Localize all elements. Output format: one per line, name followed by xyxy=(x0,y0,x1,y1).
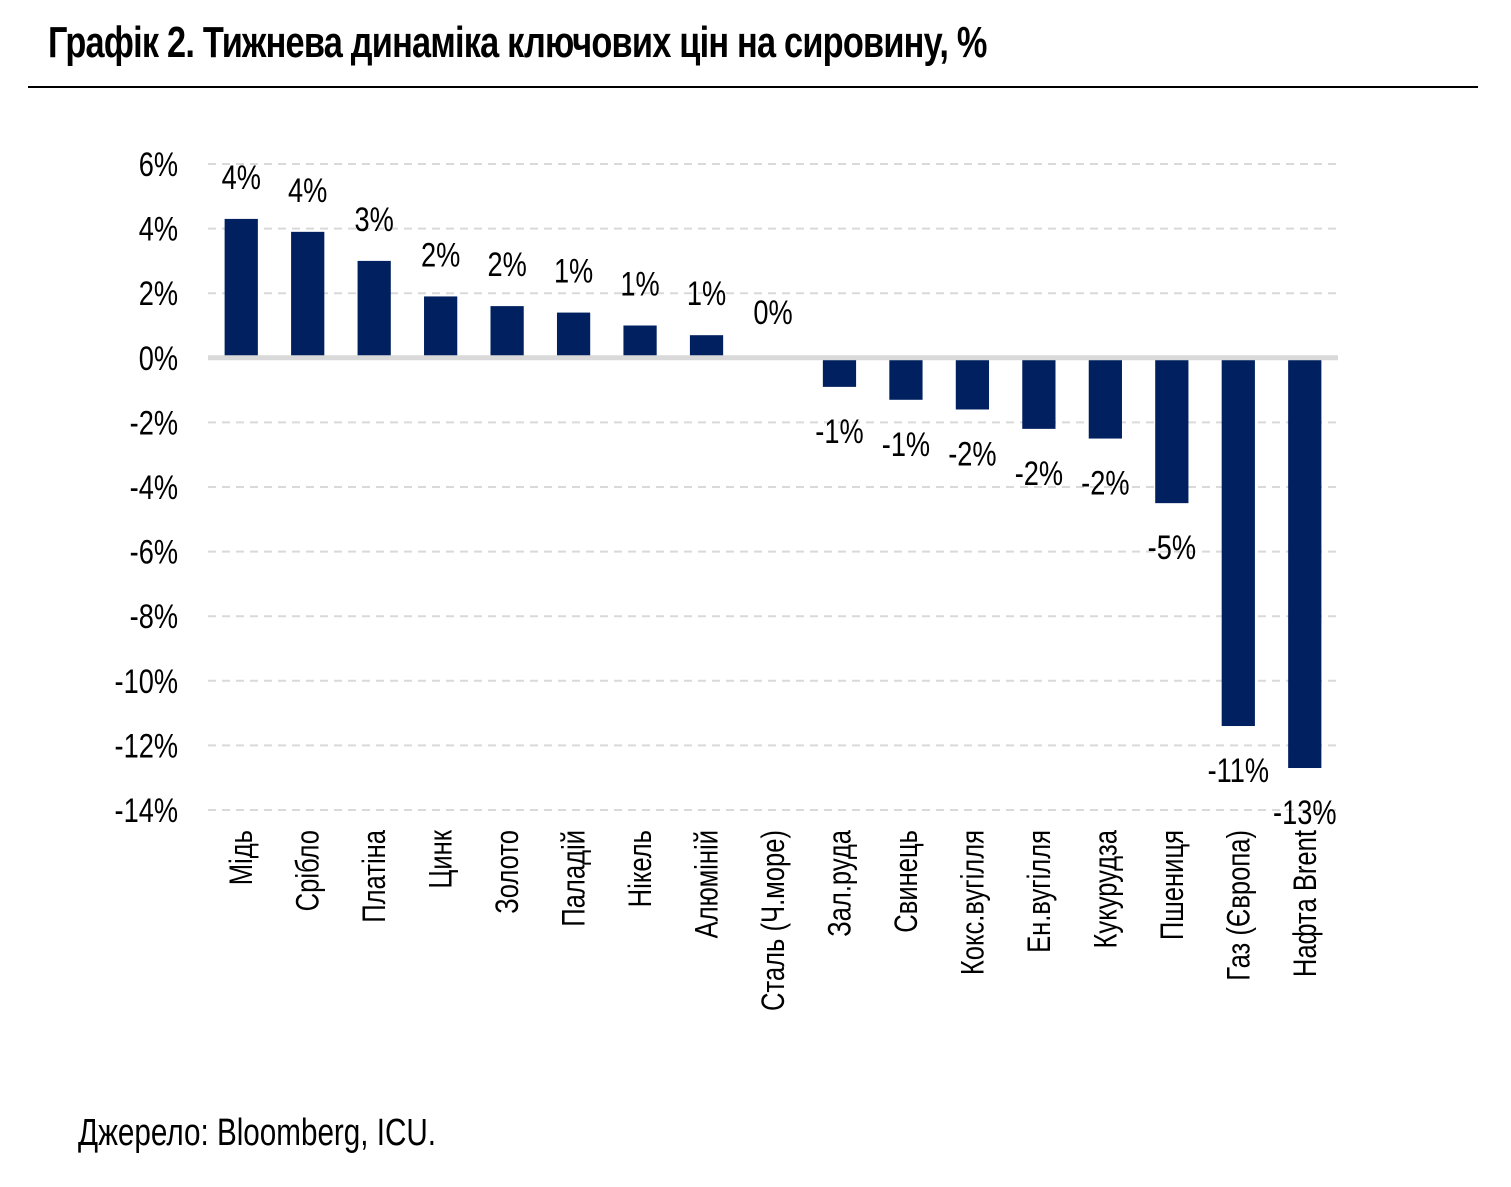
title-divider xyxy=(28,86,1478,88)
bar xyxy=(1088,357,1122,439)
data-label: 1% xyxy=(554,252,593,291)
category-label: Газ (Європа) xyxy=(1222,830,1257,981)
category-label: Цинк xyxy=(424,830,459,889)
gridlines xyxy=(208,163,1338,811)
y-tick-label: 4% xyxy=(139,210,178,249)
y-tick-label: -12% xyxy=(115,726,178,765)
y-tick-label: -6% xyxy=(130,533,178,572)
category-label: Золото xyxy=(491,830,526,914)
chart-title: Графік 2. Тижнева динаміка ключових цін … xyxy=(48,18,987,67)
y-tick-label: -14% xyxy=(115,791,178,830)
category-label: Зал.руда xyxy=(823,829,858,937)
data-label: 1% xyxy=(620,265,659,304)
bar xyxy=(1155,357,1189,504)
bar xyxy=(224,218,258,358)
data-label: -2% xyxy=(948,435,996,474)
category-label: Паладій xyxy=(557,830,592,927)
bar xyxy=(291,231,325,358)
y-tick-label: 6% xyxy=(139,145,178,184)
y-tick-label: -2% xyxy=(130,403,178,442)
y-tick-label: -10% xyxy=(115,662,178,701)
data-label: -11% xyxy=(1208,751,1269,790)
y-axis: 6% 4% 2% 0% -2% -4% -6% -8% -10% -12% -14% xyxy=(115,145,178,830)
category-labels: Мідь Срібло Платіна Цинк Золото Паладій Нікель… xyxy=(225,829,1324,1011)
source-note: Джерело: Bloomberg, ICU. xyxy=(78,1112,437,1154)
category-label: Платіна xyxy=(358,829,393,923)
bar xyxy=(357,260,391,358)
bar xyxy=(689,335,724,358)
data-label: 2% xyxy=(421,236,460,275)
data-label: 3% xyxy=(355,200,394,239)
bar xyxy=(889,357,923,400)
data-label: -1% xyxy=(882,425,930,464)
category-label: Мідь xyxy=(225,830,260,885)
data-label: 4% xyxy=(222,158,261,197)
category-label: Ен.вугілля xyxy=(1022,830,1057,953)
data-label: -13% xyxy=(1273,793,1336,832)
data-label: 1% xyxy=(687,274,726,313)
bar xyxy=(1288,357,1322,769)
data-label: -1% xyxy=(815,412,863,451)
category-label: Алюміній xyxy=(690,830,725,938)
category-label: Кокс.вугілля xyxy=(956,830,991,975)
category-label: Сталь (Ч.море) xyxy=(756,830,791,1011)
data-label: -2% xyxy=(1081,464,1129,503)
bars xyxy=(224,218,1322,769)
bar xyxy=(623,325,657,358)
bar xyxy=(1221,357,1255,727)
category-label: Кукурудза xyxy=(1089,829,1124,948)
category-label: Свинець xyxy=(889,830,924,933)
y-tick-label: 0% xyxy=(139,339,178,378)
data-label: 4% xyxy=(288,171,327,210)
category-label: Срібло xyxy=(291,830,326,911)
bar xyxy=(490,306,524,358)
y-tick-label: 2% xyxy=(139,274,178,313)
category-label: Пшениця xyxy=(1155,830,1190,940)
bar xyxy=(955,357,990,410)
data-label: 0% xyxy=(753,293,792,332)
bar-chart: 6% 4% 2% 0% -2% -4% -6% -8% -10% -12% -14% 4% 4% 3% 2… xyxy=(115,145,1338,1011)
data-label: 2% xyxy=(487,245,526,284)
bar xyxy=(424,296,458,358)
category-label: Нікель xyxy=(623,830,658,907)
data-label: -2% xyxy=(1015,454,1063,493)
data-label: -5% xyxy=(1148,528,1196,567)
bar xyxy=(1022,357,1056,429)
category-label: Нафта Brent xyxy=(1288,830,1323,977)
y-tick-label: -4% xyxy=(130,468,178,507)
data-labels: 4% 4% 3% 2% 2% 1% 1% 1% 0% -1% -1% -2% -2% -2% -5% -11%… xyxy=(222,158,1337,832)
y-tick-label: -8% xyxy=(130,597,178,636)
bar xyxy=(556,312,591,358)
bar xyxy=(822,357,857,387)
